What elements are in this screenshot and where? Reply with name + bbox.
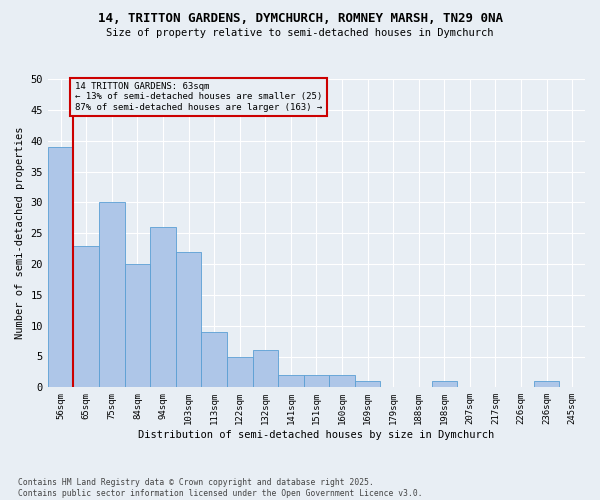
Bar: [99, 202, 125, 388]
Bar: [431, 381, 457, 388]
Bar: [150, 227, 176, 388]
Bar: [304, 375, 329, 388]
Bar: [253, 350, 278, 388]
Bar: [534, 381, 559, 388]
X-axis label: Distribution of semi-detached houses by size in Dymchurch: Distribution of semi-detached houses by …: [139, 430, 494, 440]
Bar: [125, 264, 150, 388]
Bar: [329, 375, 355, 388]
Bar: [355, 381, 380, 388]
Bar: [278, 375, 304, 388]
Text: 14 TRITTON GARDENS: 63sqm
← 13% of semi-detached houses are smaller (25)
87% of : 14 TRITTON GARDENS: 63sqm ← 13% of semi-…: [75, 82, 322, 112]
Bar: [176, 252, 202, 388]
Bar: [73, 246, 99, 388]
Bar: [202, 332, 227, 388]
Text: Size of property relative to semi-detached houses in Dymchurch: Size of property relative to semi-detach…: [106, 28, 494, 38]
Text: Contains HM Land Registry data © Crown copyright and database right 2025.
Contai: Contains HM Land Registry data © Crown c…: [18, 478, 422, 498]
Text: 14, TRITTON GARDENS, DYMCHURCH, ROMNEY MARSH, TN29 0NA: 14, TRITTON GARDENS, DYMCHURCH, ROMNEY M…: [97, 12, 503, 26]
Bar: [227, 356, 253, 388]
Y-axis label: Number of semi-detached properties: Number of semi-detached properties: [15, 127, 25, 340]
Bar: [48, 147, 73, 388]
